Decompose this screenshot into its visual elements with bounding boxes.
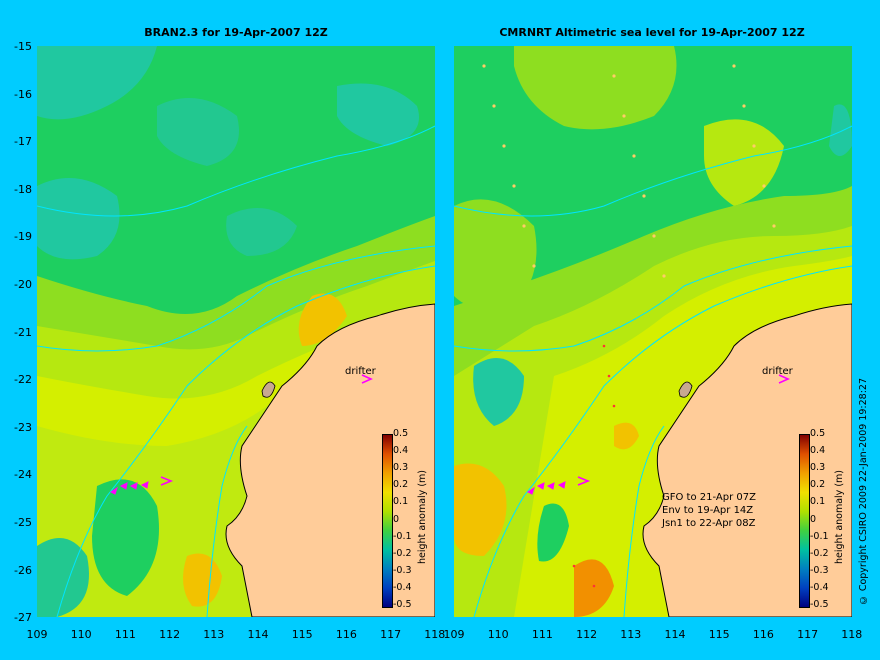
right-x-axis-label: 114	[664, 628, 686, 641]
colorbar-tick: 0.3	[810, 462, 826, 474]
colorbar-tick: -0.2	[810, 547, 829, 559]
colorbar-tick: -0.4	[810, 581, 829, 593]
satellite-info-2: Env to 19-Apr 14Z	[662, 505, 754, 516]
y-axis-label: -21	[14, 325, 32, 339]
colorbar-tick: -0.3	[810, 564, 829, 576]
left-x-axis-label: 113	[203, 628, 225, 641]
left-x-axis-label: 109	[26, 628, 48, 641]
colorbar-tick: 0.5	[810, 428, 826, 439]
right-map-title: CMRNRT Altimetric sea level for 19-Apr-2…	[499, 26, 805, 39]
y-axis-label: -15	[14, 40, 32, 53]
left-x-axis-label: 112	[159, 628, 181, 641]
right-colorbar-unit: height anomaly (m)	[834, 470, 845, 564]
y-axis-label: -24	[14, 468, 32, 482]
right-x-axis-label: 116	[752, 628, 774, 641]
colorbar-tick: 0.4	[810, 445, 826, 457]
y-axis-label: -27	[14, 611, 32, 625]
right-x-axis-label: 112	[576, 628, 598, 641]
colorbar-tick: 0.4	[393, 445, 409, 457]
right-map-svg	[454, 46, 852, 617]
left-x-axis-label: 110	[70, 628, 92, 641]
y-axis-label: -16	[14, 87, 32, 101]
satellite-info-3: Jsn1 to 22-Apr 08Z	[662, 518, 756, 529]
right-map-panel	[454, 46, 852, 617]
colorbar-tick: -0.2	[393, 547, 412, 559]
y-axis-label: -20	[14, 278, 32, 291]
y-axis-label: -18	[14, 182, 32, 196]
colorbar-tick: -0.5	[810, 599, 829, 610]
copyright-text: © Copyright CSIRO 2009 22-Jan-2009 19:28…	[858, 378, 869, 606]
left-map-svg	[37, 46, 435, 617]
right-x-axis-label: 110	[487, 628, 509, 641]
colorbar-tick: 0.3	[393, 462, 409, 474]
colorbar-tick: 0.2	[810, 479, 826, 491]
left-x-axis-label: 115	[291, 628, 313, 641]
y-axis-label: -17	[14, 135, 32, 149]
colorbar-tick: 0.1	[810, 496, 826, 508]
y-axis-label: -25	[14, 516, 32, 529]
colorbar-tick: -0.4	[393, 581, 412, 593]
colorbar-tick: 0	[810, 513, 817, 525]
satellite-info-1: GFO to 21-Apr 07Z	[662, 492, 756, 503]
colorbar-tick: 0	[393, 513, 400, 525]
y-axis-label: -23	[14, 420, 32, 434]
right-x-axis-label: 115	[708, 628, 730, 641]
left-drifter-label: drifter	[345, 366, 376, 377]
left-colorbar-unit: height anomaly (m)	[417, 470, 428, 564]
colorbar-tick: -0.1	[810, 530, 829, 542]
y-axis-label: -19	[14, 230, 32, 244]
right-x-axis-label: 109	[443, 628, 465, 641]
colorbar-tick: 0.2	[393, 479, 409, 491]
left-map-panel	[37, 46, 435, 617]
colorbar-tick: 0.5	[393, 428, 409, 439]
left-x-axis-label: 118	[424, 628, 446, 641]
y-axis-label: -22	[14, 373, 32, 387]
colorbar-tick: -0.3	[393, 564, 412, 576]
left-map-title: BRAN2.3 for 19-Apr-2007 12Z	[144, 26, 328, 39]
colorbar-tick: 0.1	[393, 496, 409, 508]
left-colorbar	[382, 434, 393, 608]
right-x-axis-label: 113	[620, 628, 642, 641]
right-x-axis-label: 111	[531, 628, 553, 641]
left-x-axis-label: 111	[114, 628, 136, 641]
y-axis-label: -26	[14, 563, 32, 577]
left-x-axis-label: 117	[380, 628, 402, 641]
colorbar-tick: -0.5	[393, 599, 412, 610]
left-x-axis-label: 116	[335, 628, 357, 641]
colorbar-tick: -0.1	[393, 530, 412, 542]
right-x-axis-label: 117	[797, 628, 819, 641]
right-colorbar	[799, 434, 810, 608]
left-x-axis-label: 114	[247, 628, 269, 641]
right-drifter-label: drifter	[762, 366, 793, 377]
right-x-axis-label: 118	[841, 628, 863, 641]
